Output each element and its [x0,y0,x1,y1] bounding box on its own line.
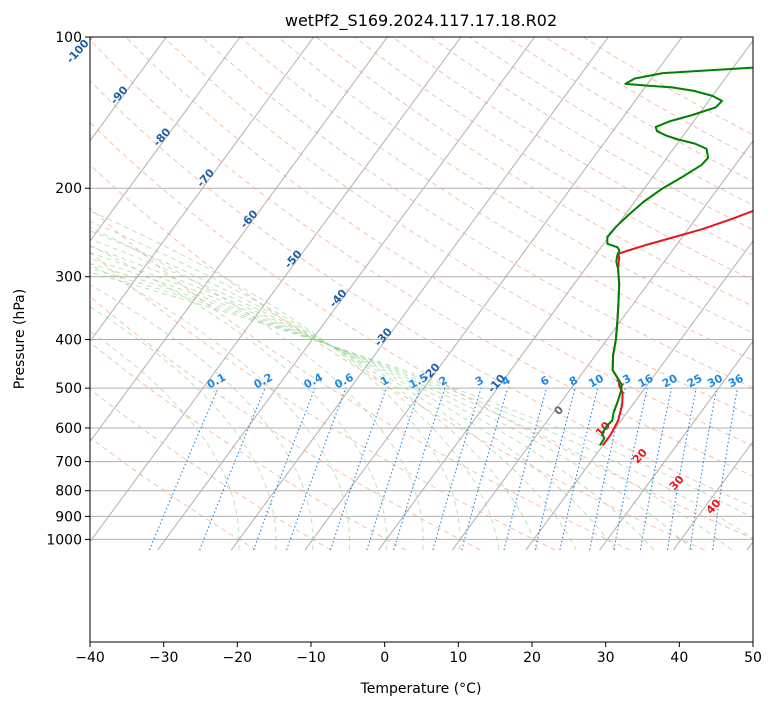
y-tick-label: 800 [55,484,82,500]
mixing-ratio-label: 36 [726,372,746,391]
x-tick-label: 30 [597,650,615,666]
moist-adiabat-line [90,210,461,551]
x-tick-label: 10 [449,650,467,666]
dry-adiabat-line [90,295,481,551]
y-tick-label: 700 [55,455,82,471]
mixing-ratio-line [393,388,446,551]
moist-adiabat-line [90,245,616,551]
mixing-ratio-label: 10 [586,372,606,391]
isotherm-line [90,37,167,142]
moist-adiabat-line [90,252,655,551]
mixing-ratio-line [199,387,266,551]
dry-adiabat-line [90,207,631,551]
isotherm-line [90,37,315,343]
x-axis-label: Temperature (°C) [360,681,482,697]
mixing-ratio-line [589,388,626,551]
mixing-ratio-label: 30 [705,372,725,391]
y-tick-label: 600 [55,421,82,437]
moist-adiabat-line [90,284,314,551]
x-tick-label: −20 [223,650,253,666]
y-tick-label: 300 [55,270,82,286]
moist-adiabat-line [90,238,577,551]
moist-adiabat-line [90,220,500,551]
y-axis-label: Pressure (hPa) [12,289,28,389]
moist-adiabat-line [90,263,733,551]
isotherm-line [90,37,388,443]
isotherm-line [230,37,609,551]
background-lines [90,37,753,551]
mixing-ratio-line [252,387,316,551]
dewpoint-profile-line [599,66,753,446]
dry-adiabat-line [90,436,257,551]
moist-adiabat-line [90,330,240,551]
moist-adiabat-line [90,263,351,551]
dry-adiabat-line [90,164,705,551]
isotherm-line [90,37,462,543]
mixing-ratio-line [366,388,421,551]
isotherm-line [304,37,683,551]
y-tick-label: 500 [55,381,82,397]
x-axis: −40 −30 −20 −10 0 10 20 30 40 50 [75,642,762,666]
x-tick-label: −10 [296,650,326,666]
dry-adiabat-line [201,37,753,389]
isotherm-line [599,340,753,551]
dry-adiabat-line [90,80,753,508]
dry-adiabat-line [125,37,753,447]
y-tick-label: 400 [55,332,82,348]
y-tick-label: 900 [55,509,82,525]
mixing-ratio-line [461,388,509,551]
mixing-ratio-line [666,388,697,551]
y-tick-label: 1000 [46,532,82,548]
mixing-ratio-label: 25 [685,372,705,391]
x-tick-label: 50 [744,650,762,666]
dry-adiabat-line [90,38,753,477]
chart-title: wetPf2_S169.2024.117.17.18.R02 [285,11,557,31]
mixing-ratio-line [329,388,387,551]
x-tick-label: 0 [380,650,389,666]
mixing-ratio-label: 16 [636,372,656,391]
isotherm-line [90,37,241,242]
moist-adiabat-line [90,244,387,551]
mixing-ratio-line [534,388,576,551]
x-tick-label: 40 [670,650,688,666]
mixing-ratio-line [712,388,739,551]
x-tick-label: 20 [523,650,541,666]
mixing-ratio-line [285,387,347,551]
mixing-ratio-line [689,388,718,551]
dry-adiabat-line [90,251,556,551]
moist-adiabat-line [90,227,424,551]
mixing-ratio-line [639,388,673,551]
moist-adiabat-line [90,306,277,551]
mixing-ratio-line [613,388,648,551]
isotherm-line [157,37,536,551]
isotherm-line [525,240,753,551]
mixing-ratio-line [559,388,599,551]
mixing-ratio-line [503,388,548,551]
moist-adiabat-line [90,230,538,551]
moist-adiabat-line [90,271,753,519]
isotherm-line [451,140,753,551]
moist-adiabat-line [90,257,694,551]
mixing-ratio-line [432,388,482,551]
x-tick-label: −30 [149,650,179,666]
profile-series [599,66,753,446]
y-tick-label: 200 [55,181,82,197]
dry-adiabat-line [354,37,753,281]
moist-adiabat-line [90,267,753,539]
isotherm-line [672,440,753,551]
y-tick-label: 100 [55,30,82,46]
dry-adiabat-line [277,37,753,334]
mixing-ratio-label: 20 [660,372,680,391]
dry-adiabat-line [90,341,407,551]
y-axis: 100 200 300 400 500 600 700 800 900 1000 [46,30,90,548]
x-tick-label: −40 [75,650,105,666]
